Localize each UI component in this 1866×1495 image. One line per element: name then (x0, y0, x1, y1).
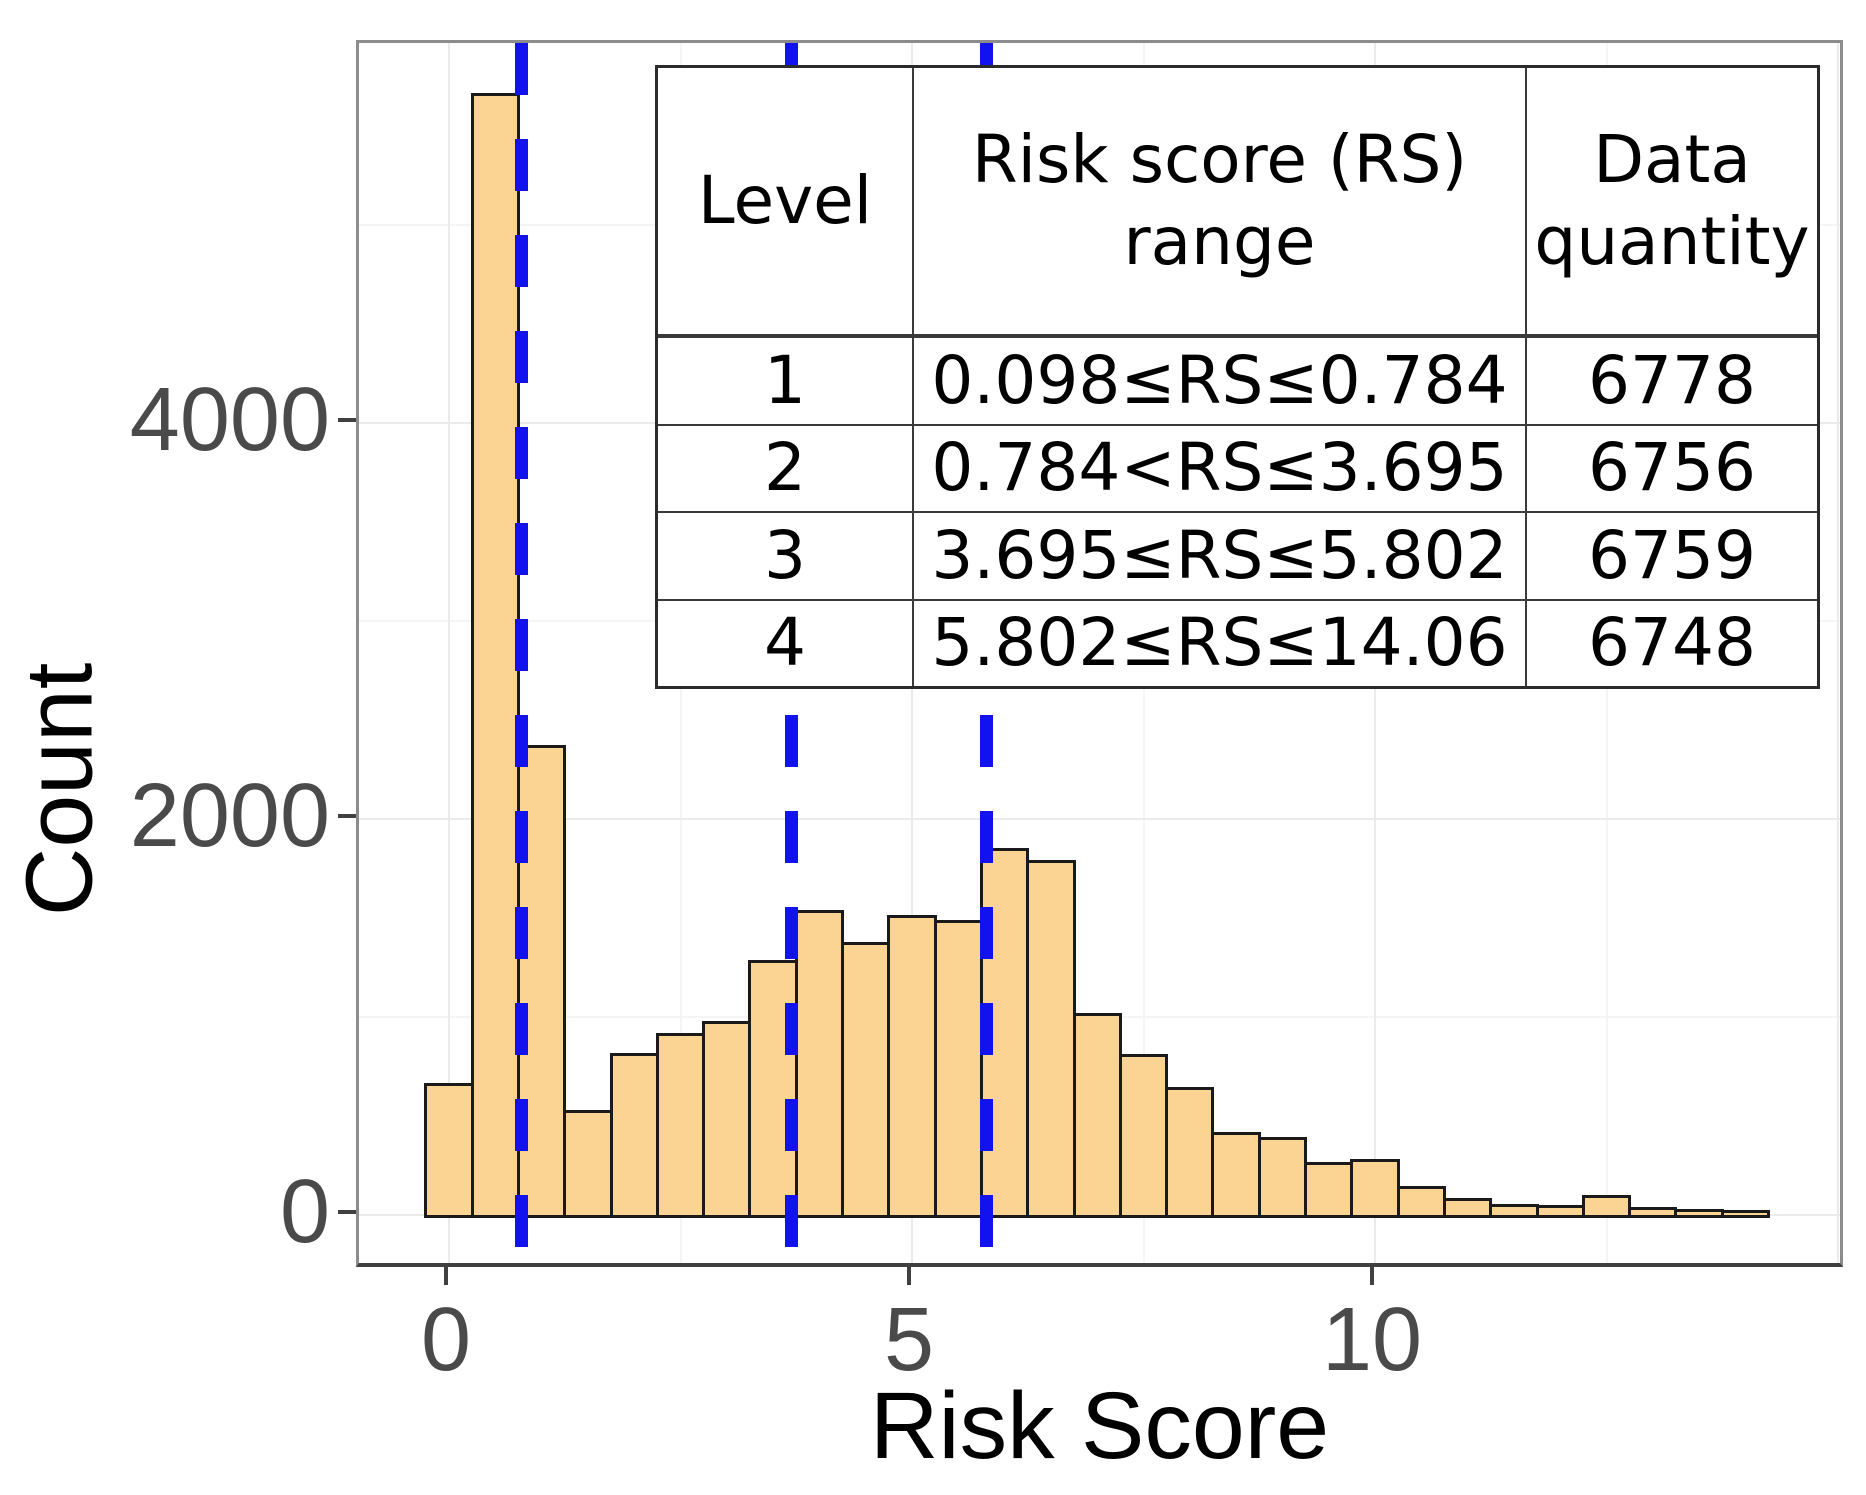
table-cell: 0.784<RS≤3.695 (914, 425, 1527, 511)
x-tick-label: 0 (420, 1290, 472, 1390)
histogram-bar (1165, 1087, 1215, 1218)
histogram-bar (1350, 1158, 1400, 1218)
histogram-bar (933, 919, 983, 1218)
table-header-row: Level Risk score (RS) range Data quantity (658, 68, 1817, 336)
histogram-bar (609, 1052, 659, 1218)
table-cell: 4 (658, 600, 914, 686)
table-header-line: Level (697, 161, 873, 239)
histogram-bar (563, 1110, 613, 1218)
table-row: 1 0.098≤RS≤0.784 6778 (658, 336, 1817, 424)
histogram-bar (655, 1032, 706, 1218)
y-tick-label: 4000 (129, 370, 330, 470)
histogram-bar (1072, 1013, 1122, 1218)
x-major-gridline (1837, 43, 1839, 1263)
table-cell: 6778 (1588, 341, 1756, 419)
histogram-bar (1257, 1136, 1308, 1218)
risk-level-table: Level Risk score (RS) range Data quantity 1 0.… (655, 65, 1820, 689)
table-cell: 0.098≤RS≤0.784 (914, 338, 1527, 424)
histogram-bar (702, 1020, 752, 1218)
histogram-bar (1628, 1207, 1678, 1218)
histogram-bar (794, 910, 845, 1218)
histogram-bar (1720, 1210, 1771, 1218)
histogram-bar (1442, 1198, 1493, 1218)
table-cell: 2 (658, 425, 914, 511)
y-tick-mark (338, 1210, 356, 1214)
table-cell: 3.695≤RS≤5.802 (914, 513, 1527, 599)
histogram-bar (1304, 1161, 1354, 1218)
x-tick-label: 10 (1321, 1290, 1423, 1390)
histogram-bar (1535, 1205, 1585, 1218)
x-axis-title: Risk Score (869, 1373, 1330, 1479)
table-cell: 3 (658, 513, 914, 599)
table-row: 2 0.784<RS≤3.695 6756 (658, 423, 1817, 511)
y-axis-title: Count (6, 662, 113, 917)
histogram-bar (887, 915, 937, 1218)
table-header-line: Risk score (RS) (971, 120, 1468, 198)
histogram-bar (1026, 859, 1076, 1218)
histogram-bar (1211, 1131, 1261, 1218)
table-header-cell: Data quantity (1527, 68, 1817, 334)
table-cell: 1 (658, 338, 914, 424)
table-cell: 6748 (1588, 604, 1756, 681)
histogram-bar (470, 93, 520, 1218)
histogram-bar (1396, 1186, 1446, 1218)
table-row: 4 5.802≤RS≤14.06 6748 (658, 598, 1817, 686)
y-tick-mark (338, 418, 356, 422)
histogram-bar (841, 941, 891, 1218)
histogram-bar (1581, 1195, 1632, 1218)
y-tick-label: 2000 (129, 766, 330, 866)
table-row: 3 3.695≤RS≤5.802 6759 (658, 511, 1817, 599)
table-header-line: quantity (1534, 203, 1810, 280)
histogram-bar (424, 1083, 474, 1218)
y-tick-mark (338, 814, 356, 818)
histogram-bar (1118, 1053, 1169, 1218)
y-major-gridline (359, 818, 1840, 820)
x-major-gridline (448, 43, 450, 1263)
x-tick-mark (1370, 1267, 1374, 1285)
table-header-line: range (1123, 203, 1316, 280)
threshold-dashed-line (515, 43, 529, 1263)
table-cell: 5.802≤RS≤14.06 (914, 600, 1527, 686)
y-tick-label: 0 (279, 1162, 330, 1262)
histogram-bar (1674, 1209, 1724, 1218)
table-cell: 6756 (1588, 429, 1756, 506)
x-tick-mark (907, 1267, 911, 1285)
table-header-cell: Risk score (RS) range (914, 68, 1527, 334)
x-tick-label: 5 (883, 1290, 935, 1390)
table-cell: 6759 (1588, 516, 1756, 594)
histogram-bar (1489, 1204, 1539, 1218)
table-header-cell: Level (658, 68, 914, 334)
table-header-line: Data (1593, 120, 1751, 198)
x-tick-mark (444, 1267, 448, 1285)
